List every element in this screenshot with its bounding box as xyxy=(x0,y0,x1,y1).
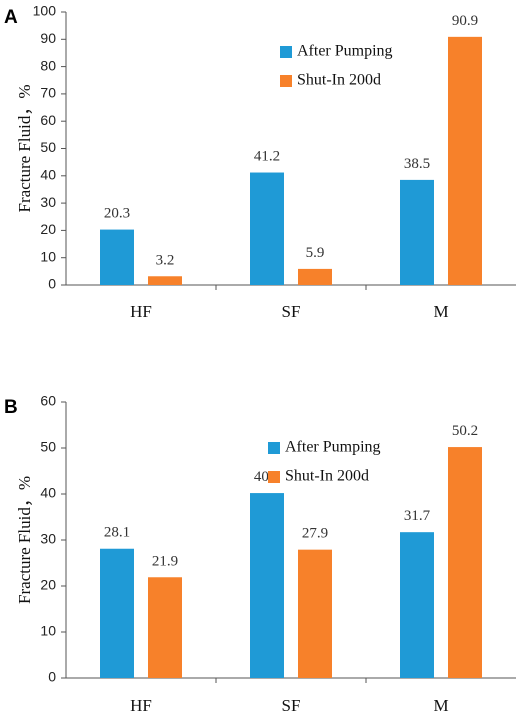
y-tick-label: 50 xyxy=(40,139,56,155)
legend-swatch xyxy=(280,46,292,58)
data-label: 3.2 xyxy=(156,252,175,268)
legend-swatch xyxy=(280,75,292,87)
y-tick-label: 40 xyxy=(40,485,56,501)
y-tick-label: 100 xyxy=(33,3,57,19)
x-category-label: SF xyxy=(282,302,301,321)
y-tick-label: 30 xyxy=(40,531,56,547)
legend-label: After Pumping xyxy=(297,43,393,60)
y-tick-label: 40 xyxy=(40,167,56,183)
bar-after-pumping-hf xyxy=(100,548,134,678)
data-label: 27.9 xyxy=(302,526,328,542)
bar-after-pumping-m xyxy=(400,179,434,285)
chart-panel-a: A 0 10 20 30 40 50 60 70 80 90 100 Fracture Fluid，% H… xyxy=(4,3,516,321)
y-tick-label: 0 xyxy=(48,276,56,292)
bar-after-pumping-sf xyxy=(250,493,284,678)
y-tick-label: 0 xyxy=(48,669,56,685)
x-category-label: HF xyxy=(130,302,152,321)
bar-shut-in-200d-m xyxy=(448,36,482,285)
data-label: 21.9 xyxy=(152,553,178,569)
panel-letter: A xyxy=(4,7,18,28)
legend-label: After Pumping xyxy=(285,439,381,456)
bar-shut-in-200d-m xyxy=(448,447,482,678)
data-label: 28.1 xyxy=(104,525,130,541)
x-category-label: M xyxy=(433,696,448,715)
panel-letter: B xyxy=(4,397,18,418)
y-tick-label: 90 xyxy=(40,30,56,46)
y-tick-label: 10 xyxy=(40,248,56,264)
x-category-label: HF xyxy=(130,696,152,715)
bar-after-pumping-m xyxy=(400,532,434,678)
data-label: 5.9 xyxy=(306,245,325,261)
y-tick-label: 30 xyxy=(40,194,56,210)
legend: After Pumping Shut-In 200d xyxy=(280,43,393,89)
y-tick-label: 70 xyxy=(40,85,56,101)
y-tick-label: 20 xyxy=(40,577,56,593)
bar-shut-in-200d-sf xyxy=(298,268,332,285)
bar-after-pumping-hf xyxy=(100,229,134,285)
y-tick-label: 50 xyxy=(40,439,56,455)
data-label: 50.2 xyxy=(452,423,478,439)
data-label: 90.9 xyxy=(452,13,478,29)
data-label: 20.3 xyxy=(104,206,130,222)
legend-swatch xyxy=(268,471,280,483)
y-tick-label: 10 xyxy=(40,623,56,639)
data-label: 38.5 xyxy=(404,156,430,172)
data-label: 41.2 xyxy=(254,149,280,165)
y-tick-label: 60 xyxy=(40,393,56,409)
bar-shut-in-200d-sf xyxy=(298,549,332,678)
y-tick-label: 80 xyxy=(40,57,56,73)
bar-shut-in-200d-hf xyxy=(148,577,182,678)
bar-after-pumping-sf xyxy=(250,172,284,285)
legend-label: Shut-In 200d xyxy=(285,468,369,485)
x-category-label: SF xyxy=(282,696,301,715)
legend-swatch xyxy=(268,442,280,454)
y-tick-label: 20 xyxy=(40,221,56,237)
y-axis-label: Fracture Fluid，% xyxy=(15,85,34,213)
legend: After Pumping Shut-In 200d xyxy=(268,439,381,485)
y-axis-label: Fracture Fluid，% xyxy=(15,476,34,604)
chart-panel-b: B 0 10 20 30 40 50 60 Fracture Fluid，% HF 28.1 21.9… xyxy=(4,393,516,715)
bar-shut-in-200d-hf xyxy=(148,276,182,285)
y-tick-label: 60 xyxy=(40,112,56,128)
legend-label: Shut-In 200d xyxy=(297,72,381,89)
x-category-label: M xyxy=(433,302,448,321)
data-label: 31.7 xyxy=(404,508,431,524)
